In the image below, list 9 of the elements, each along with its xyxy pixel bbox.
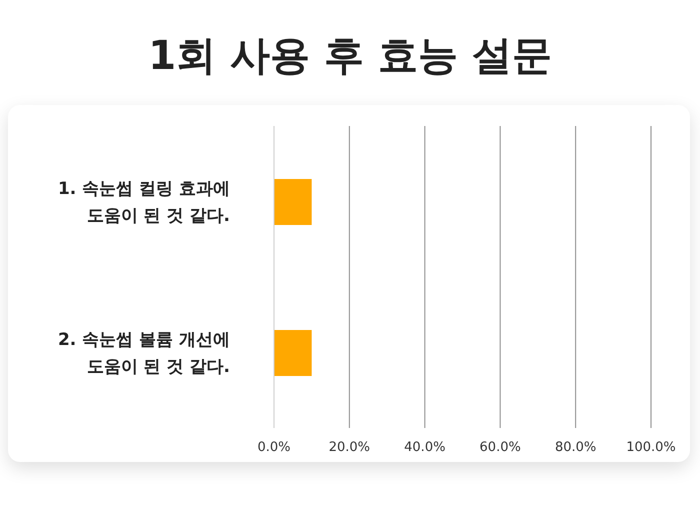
x-tick-label: 60.0% xyxy=(480,440,521,456)
x-tick-label: 80.0% xyxy=(554,440,596,456)
x-tick-label: 20.0% xyxy=(328,440,370,456)
x-tick-label: 100.0% xyxy=(626,440,676,456)
x-tick-label: 40.0% xyxy=(404,440,446,456)
chart-title: 1회 사용 후 효능 설문 xyxy=(147,32,553,81)
x-tick-label: 0.0% xyxy=(257,440,291,456)
y-tick-label: 1. 속눈썹 컬링 효과에 도움이 된 것 같다. xyxy=(58,178,230,226)
y-tick-label: 2. 속눈썹 볼륨 개선에 도움이 된 것 같다. xyxy=(58,330,230,378)
